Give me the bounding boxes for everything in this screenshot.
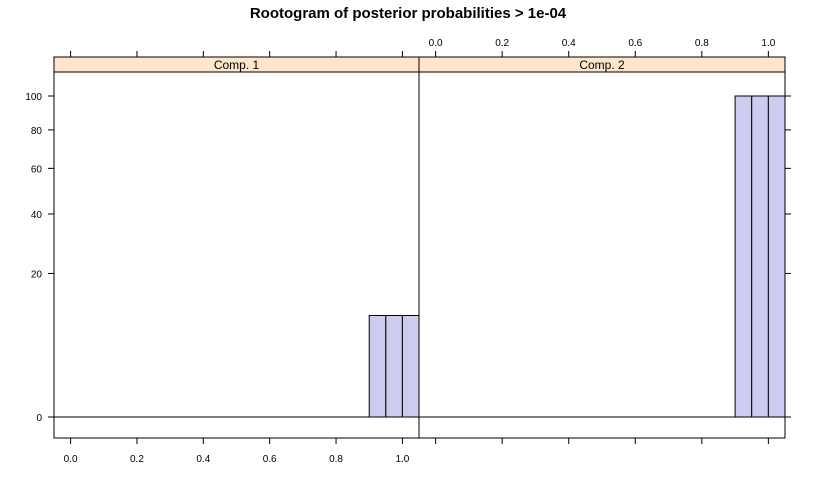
x-tick-label: 0.6 — [263, 454, 277, 465]
histogram-bar — [401, 314, 420, 418]
panels-group: Comp. 10.0 0.2 0.4 0.6 0.8 1.0020406080100Com… — [25, 38, 791, 465]
y-tick-label: 80 — [31, 126, 43, 137]
chart-title: Rootogram of posterior probabilities > 1… — [250, 5, 567, 22]
panel-frame — [418, 71, 786, 439]
y-tick-label: 0 — [36, 413, 42, 424]
histogram-bar — [767, 95, 786, 418]
x-tick-label: 1.0 — [395, 454, 409, 465]
x-tick-label: 0.4 — [196, 454, 210, 465]
y-tick-label: 100 — [25, 92, 42, 103]
x-tick-label: 0.0 — [64, 454, 78, 465]
y-tick-label: 40 — [31, 210, 43, 221]
x-tick-label: 0.0 — [429, 38, 443, 49]
x-tick-label: 0.2 — [130, 454, 144, 465]
x-tick-label: 0.4 — [562, 38, 576, 49]
panel-1: Comp. 1 0.0 0.2 0.4 0.6 0.8 1.0 0 20 40 60 80 100 — [25, 51, 420, 465]
y-tick-label: 60 — [31, 164, 43, 175]
x-tick-label: 0.6 — [628, 38, 642, 49]
histogram-bar — [734, 95, 753, 418]
panel-frame — [53, 71, 420, 439]
strip-label: Comp. 2 — [579, 58, 625, 72]
x-tick-label: 0.8 — [695, 38, 709, 49]
histogram-bar — [385, 314, 403, 418]
histogram-bar — [751, 95, 769, 418]
panel-2: Comp. 2 0.0 0.2 0.4 0.6 0.8 1.0 — [418, 38, 791, 444]
histogram-bar — [368, 314, 387, 418]
y-tick-label: 20 — [31, 269, 43, 280]
x-tick-label: 1.0 — [761, 38, 775, 49]
strip-label: Comp. 1 — [214, 58, 260, 72]
x-tick-label: 0.8 — [329, 454, 343, 465]
x-tick-label: 0.2 — [495, 38, 509, 49]
